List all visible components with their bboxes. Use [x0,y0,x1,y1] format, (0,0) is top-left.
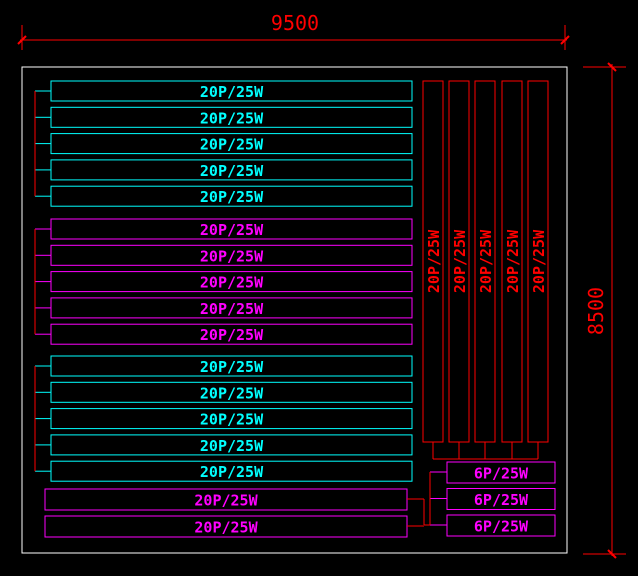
light-strip-label: 20P/25W [200,463,264,481]
width-label: 9500 [271,11,319,35]
light-strip-label: 20P/25W [200,247,264,265]
small-light-box-label: 6P/25W [474,518,529,536]
light-strip-label: 20P/25W [200,300,264,318]
light-strip-label: 20P/25W [200,358,264,376]
light-strip-label: 20P/25W [200,384,264,402]
light-strip-vertical-label: 20P/25W [504,229,522,293]
room-outline [21,66,568,554]
light-strip-vertical-label: 20P/25W [425,229,443,293]
light-strip-label: 20P/25W [200,326,264,344]
light-strip-label: 20P/25W [200,221,264,239]
height-label: 8500 [584,287,608,335]
light-strip-label: 20P/25W [200,109,264,127]
light-strip-label: 20P/25W [200,83,264,101]
light-strip-label: 20P/25W [200,188,264,206]
width-dimension [17,25,570,50]
light-strip-bottom-label: 20P/25W [194,492,258,510]
light-strip-label: 20P/25W [200,437,264,455]
light-strip-vertical-label: 20P/25W [451,229,469,293]
light-strip-label: 20P/25W [200,162,264,180]
light-strip-bottom-label: 20P/25W [194,519,258,537]
height-dimension [583,62,626,559]
light-strip-label: 20P/25W [200,274,264,292]
light-strip-label: 20P/25W [200,136,264,154]
small-light-box-label: 6P/25W [474,465,529,483]
light-strip-vertical-label: 20P/25W [530,229,548,293]
light-strip-label: 20P/25W [200,411,264,429]
small-light-box-label: 6P/25W [474,491,529,509]
light-strip-vertical-label: 20P/25W [477,229,495,293]
